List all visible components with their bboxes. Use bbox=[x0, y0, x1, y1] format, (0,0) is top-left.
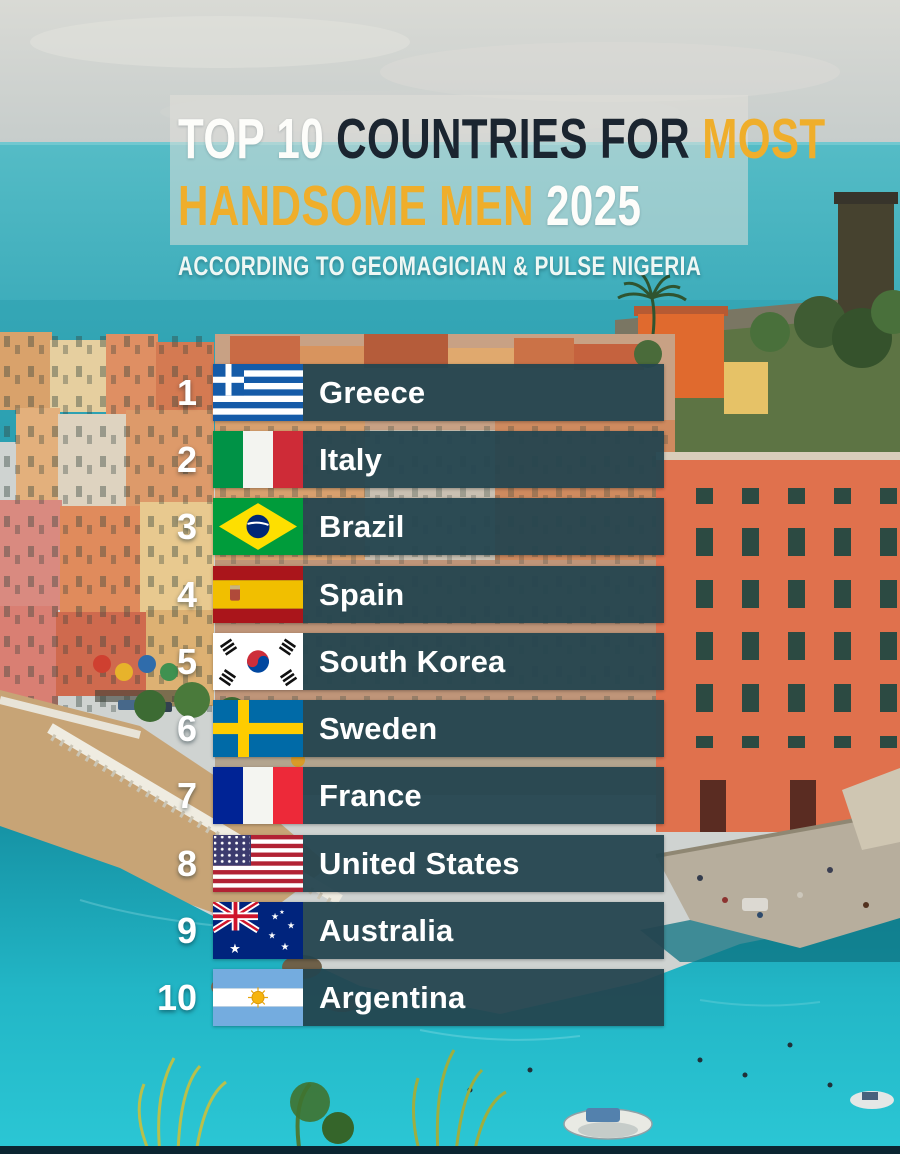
svg-text:★: ★ bbox=[279, 909, 285, 916]
rank-number: 3 bbox=[176, 505, 197, 547]
svg-text:★: ★ bbox=[271, 912, 279, 922]
ranking-bar: South Korea bbox=[213, 633, 664, 690]
title-segment-top-10: TOP 10 bbox=[178, 107, 337, 171]
ranking-bar: Spain bbox=[213, 566, 664, 623]
country-label: Greece bbox=[319, 374, 426, 410]
rank-number: 6 bbox=[176, 707, 197, 749]
country-label: South Korea bbox=[319, 643, 506, 679]
country-label: Spain bbox=[319, 576, 405, 612]
svg-text:★: ★ bbox=[281, 942, 290, 953]
rank-number: 1 bbox=[176, 371, 197, 413]
rank-number: 4 bbox=[176, 573, 197, 615]
subtitle: ACCORDING TO GEOMAGICIAN & PULSE NIGERIA bbox=[178, 251, 702, 281]
ranking-row-italy: 2 Italy bbox=[0, 431, 664, 488]
palm-tree bbox=[617, 270, 687, 343]
ranking-row-sweden: 6 Sweden bbox=[0, 700, 664, 757]
title-banner bbox=[170, 95, 748, 245]
ranking-bar: Greece bbox=[213, 364, 664, 421]
ranking-row-spain: 4 Spain bbox=[0, 566, 664, 623]
svg-text:★: ★ bbox=[268, 932, 276, 942]
country-label: Argentina bbox=[319, 979, 466, 1015]
ranking-bar: Italy bbox=[213, 431, 664, 488]
title-segment-2025: 2025 bbox=[546, 173, 642, 238]
ranking-bar: ★ ★ ★ ★ ★ ★ Australia bbox=[213, 902, 664, 959]
page-title: TOP 10 COUNTRIES FOR MOST HANDSOME MEN 2… bbox=[178, 106, 826, 239]
country-label: France bbox=[319, 777, 422, 813]
flag-south-korea-icon bbox=[213, 633, 303, 690]
ranking-bar: Argentina bbox=[213, 969, 664, 1026]
title-line-2: HANDSOME MEN 2025 bbox=[178, 173, 826, 240]
flag-greece-icon bbox=[213, 364, 303, 421]
flag-spain-icon bbox=[213, 566, 303, 623]
rank-number: 9 bbox=[176, 909, 197, 951]
flag-italy-icon bbox=[213, 431, 303, 488]
boat bbox=[563, 1108, 653, 1140]
ranking-row-south-korea: 5 South Korea bbox=[0, 633, 664, 690]
flag-france-icon bbox=[213, 767, 303, 824]
title-segment-most: MOST bbox=[702, 107, 826, 171]
ranking-row-argentina: 10 Argentina bbox=[0, 969, 664, 1026]
country-label: Australia bbox=[319, 912, 454, 948]
country-label: Italy bbox=[319, 441, 383, 477]
title-segment-countries-for: COUNTRIES FOR bbox=[336, 107, 703, 171]
flag-australia-icon: ★ ★ ★ ★ ★ ★ bbox=[213, 902, 303, 959]
title-line-1: TOP 10 COUNTRIES FOR MOST bbox=[178, 106, 826, 173]
rank-number: 10 bbox=[156, 976, 197, 1018]
svg-text:★: ★ bbox=[229, 942, 241, 957]
ranking-row-greece: 1 Greece bbox=[0, 364, 664, 421]
country-label: Sweden bbox=[319, 710, 438, 746]
ranking-bar: Sweden bbox=[213, 700, 664, 757]
ranking-row-australia: 9 ★ ★ ★ ★ ★ ★ bbox=[0, 902, 664, 959]
rank-number: 8 bbox=[176, 842, 197, 884]
rank-number: 2 bbox=[176, 438, 197, 480]
ranking-bar: Brazil bbox=[213, 498, 664, 555]
ranking-row-brazil: 3 Brazil bbox=[0, 498, 664, 555]
country-label: Brazil bbox=[319, 508, 405, 544]
rank-number: 5 bbox=[176, 640, 197, 682]
ranking-row-united-states: 8 United States bbox=[0, 835, 664, 892]
ranking-bar: United States bbox=[213, 835, 664, 892]
flag-united-states-icon bbox=[213, 835, 303, 892]
svg-text:★: ★ bbox=[287, 921, 295, 931]
flag-sweden-icon bbox=[213, 700, 303, 757]
title-segment-handsome-men: HANDSOME MEN bbox=[178, 173, 547, 238]
ranking-row-france: 7 France bbox=[0, 767, 664, 824]
flag-brazil-icon bbox=[213, 498, 303, 555]
country-label: United States bbox=[319, 845, 520, 881]
boat-small bbox=[850, 1091, 894, 1109]
ranking-bar: France bbox=[213, 767, 664, 824]
rank-number: 7 bbox=[176, 774, 197, 816]
flag-argentina-icon bbox=[213, 969, 303, 1026]
